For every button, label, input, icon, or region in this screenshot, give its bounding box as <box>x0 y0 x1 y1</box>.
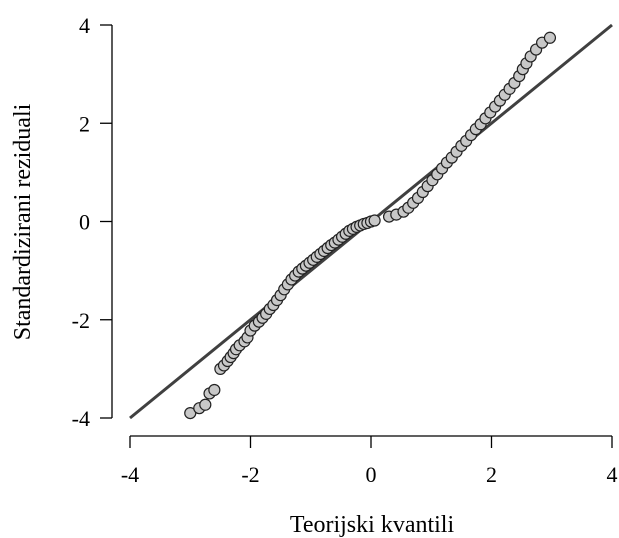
x-tick-label: 4 <box>607 462 618 487</box>
x-axis-title: Teorijski kvantili <box>290 512 455 538</box>
data-point <box>199 398 212 411</box>
y-tick-label: -4 <box>72 406 90 431</box>
data-points <box>184 31 557 420</box>
data-point <box>368 214 381 227</box>
y-ticks: -4 -2 0 2 4 <box>72 13 112 431</box>
y-axis-title: Standardizirani reziduali <box>10 103 36 340</box>
x-tick-label: 2 <box>486 462 497 487</box>
data-point <box>543 31 557 44</box>
y-tick-label: 2 <box>79 111 90 136</box>
x-tick-label: -4 <box>121 462 139 487</box>
x-ticks: -4 -2 0 2 4 <box>121 436 618 487</box>
y-tick-label: 4 <box>79 13 90 38</box>
data-point <box>208 383 221 397</box>
x-tick-label: -2 <box>241 462 259 487</box>
x-tick-label: 0 <box>366 462 377 487</box>
axes: -4 -2 0 2 4 -4 -2 0 2 4 <box>72 13 618 487</box>
y-tick-label: 0 <box>79 210 90 235</box>
y-tick-label: -2 <box>72 308 90 333</box>
